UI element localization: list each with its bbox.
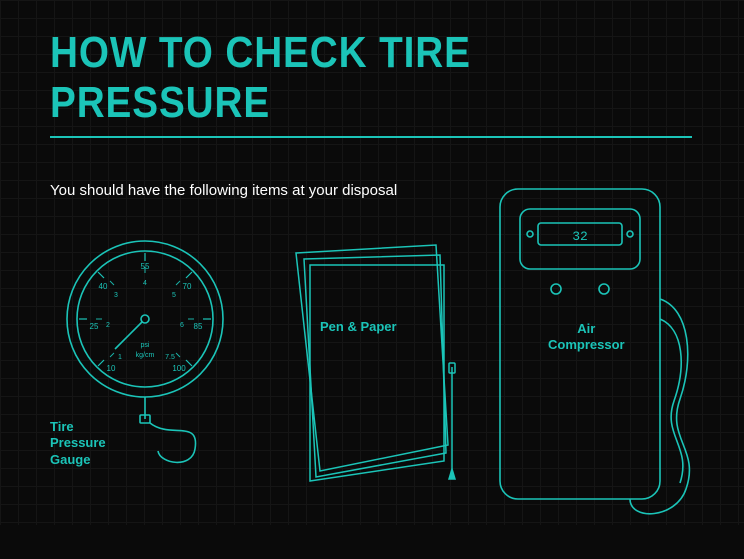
svg-text:100: 100 <box>172 364 186 373</box>
gauge-unit-psi: psi <box>141 342 150 349</box>
compressor-display: 32 <box>572 229 588 244</box>
content-area: HOW TO CHECK TIRE PRESSURE You should ha… <box>0 0 744 559</box>
items-row: 10 25 40 55 70 85 100 1 2 3 4 5 6 7.5 <box>50 219 694 559</box>
svg-text:1: 1 <box>118 354 122 361</box>
svg-text:4: 4 <box>143 280 147 287</box>
svg-text:70: 70 <box>183 282 192 291</box>
compressor-label: Air Compressor <box>548 321 625 354</box>
svg-text:2: 2 <box>106 322 110 329</box>
page-title: HOW TO CHECK TIRE PRESSURE <box>50 28 617 128</box>
gauge-label: Tire Pressure Gauge <box>50 419 106 468</box>
svg-text:85: 85 <box>194 322 203 331</box>
svg-text:6: 6 <box>180 322 184 329</box>
compressor-illustration: 32 <box>480 179 710 544</box>
paper-illustration <box>250 229 470 494</box>
paper-label: Pen & Paper <box>320 319 397 335</box>
svg-text:10: 10 <box>107 364 116 373</box>
svg-text:40: 40 <box>99 282 108 291</box>
title-underline <box>50 136 692 138</box>
gauge-unit-kgcm: kg/cm <box>136 352 155 359</box>
svg-text:7.5: 7.5 <box>165 354 175 361</box>
svg-text:25: 25 <box>90 322 99 331</box>
svg-text:5: 5 <box>172 292 176 299</box>
svg-text:55: 55 <box>141 262 150 271</box>
svg-text:3: 3 <box>114 292 118 299</box>
